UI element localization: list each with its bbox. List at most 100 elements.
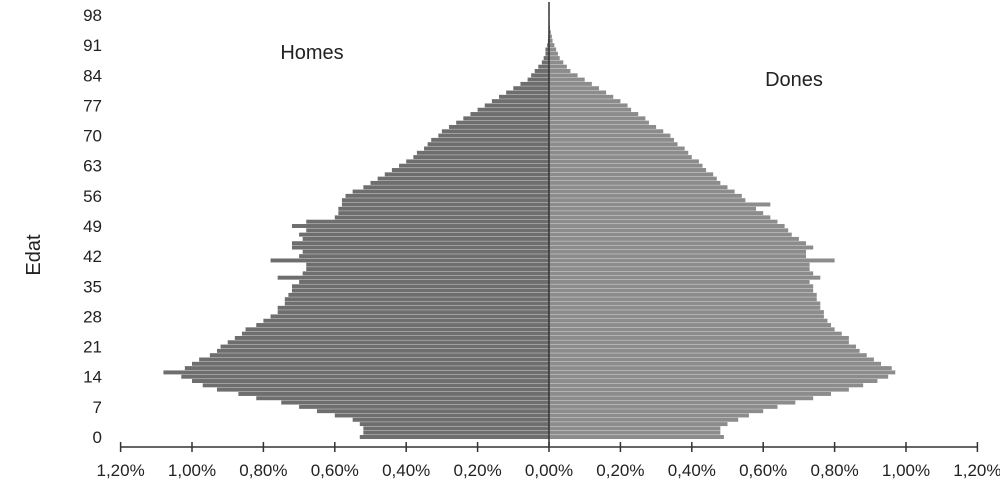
bar-homes-age-90 — [545, 47, 549, 52]
bar-homes-age-39 — [306, 267, 549, 272]
bar-dones-age-82 — [549, 81, 592, 86]
y-tick-label: 42 — [83, 247, 102, 266]
bar-dones-age-16 — [549, 366, 892, 371]
x-tick-label: 0,20% — [596, 461, 644, 480]
dones-bars — [549, 13, 896, 439]
bar-dones-age-85 — [549, 68, 571, 73]
bar-homes-age-61 — [384, 172, 549, 177]
bar-homes-age-35 — [291, 284, 549, 289]
bar-homes-age-53 — [338, 206, 549, 211]
bar-dones-age-2 — [549, 426, 721, 431]
bar-homes-age-52 — [338, 211, 549, 216]
bar-homes-age-1 — [363, 430, 549, 435]
bar-homes-age-80 — [506, 90, 549, 95]
legend-homes: Homes — [280, 42, 343, 64]
bar-dones-age-7 — [549, 404, 778, 409]
bar-homes-age-3 — [359, 422, 549, 427]
bar-dones-age-37 — [549, 275, 821, 280]
bar-dones-age-81 — [549, 86, 599, 91]
y-tick-label: 21 — [83, 338, 102, 357]
bar-dones-age-40 — [549, 262, 810, 267]
bar-homes-age-56 — [345, 193, 549, 198]
bar-dones-age-38 — [549, 271, 814, 276]
bar-homes-age-20 — [216, 348, 550, 353]
bar-homes-age-13 — [192, 379, 549, 384]
bar-homes-age-43 — [302, 249, 549, 254]
x-axis-ticks: 1,20% 1,00% 0,80% 0,60% 0,40% 0,20% 0,00% 0,20%… — [96, 442, 1000, 480]
bar-dones-age-70 — [549, 133, 671, 138]
bar-homes-age-91 — [547, 43, 549, 48]
y-tick-label: 56 — [83, 187, 102, 206]
bar-dones-age-14 — [549, 374, 889, 379]
bar-homes-age-73 — [456, 120, 549, 125]
bar-homes-age-12 — [202, 383, 549, 388]
y-tick-label: 14 — [83, 368, 102, 387]
bar-homes-age-78 — [491, 99, 549, 104]
bar-dones-age-76 — [549, 107, 632, 112]
bar-dones-age-52 — [549, 211, 764, 216]
bar-dones-age-75 — [549, 112, 639, 117]
bar-dones-age-94 — [549, 30, 551, 35]
bar-dones-age-83 — [549, 77, 585, 82]
bar-homes-age-60 — [377, 176, 549, 181]
bar-homes-age-41 — [270, 258, 549, 263]
bar-dones-age-79 — [549, 94, 614, 99]
bar-homes-age-0 — [359, 435, 549, 439]
bar-homes-age-30 — [277, 305, 549, 310]
bar-dones-age-23 — [549, 335, 849, 340]
bar-dones-age-93 — [549, 34, 552, 39]
bar-homes-age-4 — [352, 417, 549, 422]
bar-homes-age-87 — [541, 60, 549, 65]
bar-homes-age-71 — [441, 129, 549, 134]
bar-dones-age-44 — [549, 245, 814, 250]
bar-dones-age-12 — [549, 383, 864, 388]
bar-homes-age-50 — [306, 219, 549, 224]
bar-homes-age-77 — [484, 103, 549, 108]
bar-homes-age-63 — [399, 163, 549, 168]
bar-dones-age-22 — [549, 340, 849, 345]
bar-homes-age-84 — [531, 73, 549, 78]
bar-homes-age-66 — [416, 150, 549, 155]
x-tick-label: 0,20% — [453, 461, 501, 480]
bar-homes-age-11 — [216, 387, 550, 392]
bar-homes-age-59 — [370, 180, 549, 185]
bar-dones-age-27 — [549, 318, 828, 323]
x-tick-label: 1,00% — [882, 461, 930, 480]
bar-dones-age-10 — [549, 391, 832, 396]
bar-homes-age-81 — [513, 86, 549, 91]
bar-dones-age-57 — [549, 189, 735, 194]
bar-homes-age-86 — [538, 64, 549, 69]
y-tick-label: 91 — [83, 36, 102, 55]
bar-dones-age-90 — [549, 47, 557, 52]
bar-homes-age-89 — [545, 51, 549, 56]
bar-dones-age-54 — [549, 202, 771, 207]
x-tick-label: 0,60% — [311, 461, 359, 480]
bar-dones-age-68 — [549, 142, 678, 147]
bar-homes-age-38 — [302, 271, 549, 276]
bar-homes-age-28 — [270, 314, 549, 319]
bar-homes-age-10 — [238, 391, 549, 396]
bar-homes-age-72 — [449, 124, 549, 129]
bar-homes-age-15 — [163, 370, 549, 375]
bar-homes-age-37 — [277, 275, 549, 280]
bar-dones-age-25 — [549, 327, 835, 332]
y-tick-label: 84 — [83, 66, 102, 85]
bar-dones-age-42 — [549, 254, 807, 259]
bar-homes-age-54 — [341, 202, 549, 207]
homes-bars — [163, 13, 550, 439]
bar-homes-age-57 — [352, 189, 549, 194]
bar-dones-age-51 — [549, 215, 771, 220]
bar-homes-age-79 — [499, 94, 549, 99]
bar-homes-age-27 — [263, 318, 549, 323]
bar-dones-age-64 — [549, 159, 699, 164]
bar-dones-age-72 — [549, 124, 657, 129]
bar-dones-age-17 — [549, 361, 882, 366]
x-tick-label: 1,20% — [96, 461, 144, 480]
y-tick-label: 63 — [83, 157, 102, 176]
bar-dones-age-60 — [549, 176, 717, 181]
bar-homes-age-24 — [241, 331, 550, 336]
bar-dones-age-39 — [549, 267, 810, 272]
bar-homes-age-44 — [291, 245, 549, 250]
bar-dones-age-33 — [549, 292, 817, 297]
x-tick-label: 1,00% — [168, 461, 216, 480]
